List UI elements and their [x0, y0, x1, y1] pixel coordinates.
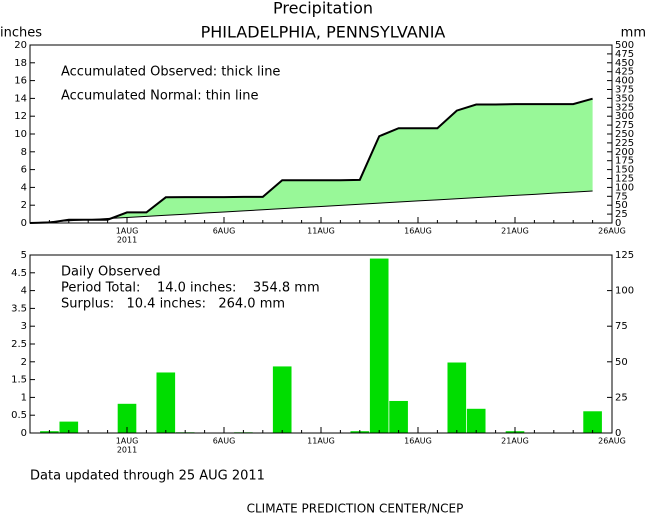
bar [156, 372, 176, 433]
bar [272, 366, 292, 433]
y2-tick-label: 225 [615, 138, 634, 149]
x-tick-label: 21AUG [501, 227, 529, 236]
chart-title: Precipitation [273, 0, 373, 18]
y-tick-label: 16 [14, 76, 27, 87]
y-tick-label: 4 [21, 286, 27, 297]
y2-tick-label: 25 [615, 209, 628, 220]
y2-tick-label: 0 [615, 218, 621, 229]
y-tick-label: 6 [21, 165, 27, 176]
x-tick-label: 21AUG [501, 437, 529, 446]
y-tick-label: 0 [21, 428, 27, 439]
annotation: Daily Observed [61, 265, 161, 280]
y2-tick-label: 100 [615, 286, 634, 297]
y-tick-label: 18 [14, 58, 27, 69]
y-tick-label: 14 [14, 93, 27, 104]
bar [583, 411, 602, 433]
y2-tick-label: 200 [615, 147, 634, 158]
x-tick-label: 1AUG [116, 437, 139, 446]
annotation: Accumulated Normal: thin line [61, 89, 259, 104]
y-tick-label: 10 [14, 129, 27, 140]
y2-tick-label: 25 [615, 392, 628, 403]
y2-tick-label: 75 [615, 321, 628, 332]
bar [389, 400, 408, 433]
y-tick-label: 4 [21, 182, 27, 193]
y2-tick-label: 325 [615, 102, 634, 113]
x-tick-label: 11AUG [307, 437, 335, 446]
x-tick-label: 11AUG [307, 227, 335, 236]
y-tick-label: 3.5 [11, 303, 27, 314]
y2-tick-label: 0 [615, 428, 621, 439]
line [29, 190, 593, 224]
y-tick-label: 4.5 [11, 268, 27, 279]
y-tick-label: 2.5 [11, 339, 27, 350]
bar [466, 408, 486, 433]
y-tick-label: 1.5 [11, 375, 27, 386]
y2-tick-label: 275 [615, 120, 634, 131]
bar [59, 421, 79, 433]
y2-tick-label: 450 [615, 58, 634, 69]
y-tick-label: 20 [14, 40, 27, 51]
annotation: Surplus: 10.4 inches: 264.0 mm [61, 297, 285, 312]
y-tick-label: 3 [21, 321, 27, 332]
x-tick-label: 6AUG [213, 227, 236, 236]
y2-tick-label: 500 [615, 40, 634, 51]
y2-tick-label: 50 [615, 200, 628, 211]
y-tick-label: 0 [21, 218, 27, 229]
y-tick-label: 5 [21, 250, 27, 261]
annotation: Period Total: 14.0 inches: 354.8 mm [61, 281, 320, 296]
x-year-label: 2011 [117, 236, 137, 245]
bar [369, 258, 389, 433]
bar [117, 403, 137, 433]
y2-tick-label: 250 [615, 129, 634, 140]
annotation: Accumulated Observed: thick line [61, 65, 280, 80]
y2-tick-label: 425 [615, 67, 634, 78]
x-year-label: 2011 [117, 446, 137, 455]
credit: CLIMATE PREDICTION CENTER/NCEP [247, 502, 464, 516]
y2-axis-label: mm [621, 26, 646, 41]
surplus-area [30, 98, 593, 223]
line [29, 97, 593, 224]
y2-tick-label: 100 [615, 182, 634, 193]
x-tick-label: 16AUG [404, 227, 432, 236]
x-tick-label: 26AUG [598, 437, 626, 446]
y2-tick-label: 150 [615, 165, 634, 176]
y2-tick-label: 475 [615, 49, 634, 60]
y-tick-label: 2 [21, 200, 27, 211]
y2-tick-label: 300 [615, 111, 634, 122]
chart-subtitle: PHILADELPHIA, PENNSYLVANIA [201, 23, 446, 42]
y-tick-label: 2 [21, 357, 27, 368]
update-note: Data updated through 25 AUG 2011 [30, 469, 265, 484]
y-tick-label: 8 [21, 147, 27, 158]
y2-tick-label: 350 [615, 93, 634, 104]
y2-tick-label: 125 [615, 250, 634, 261]
x-tick-label: 6AUG [213, 437, 236, 446]
y-axis-label: inches [0, 26, 42, 41]
x-tick-label: 26AUG [598, 227, 626, 236]
y2-tick-label: 50 [615, 357, 628, 368]
y2-tick-label: 375 [615, 85, 634, 96]
y-tick-label: 1 [21, 392, 27, 403]
x-tick-label: 1AUG [116, 227, 139, 236]
y-tick-label: 12 [14, 111, 27, 122]
y2-tick-label: 125 [615, 174, 634, 185]
y2-tick-label: 75 [615, 191, 628, 202]
y2-tick-label: 400 [615, 76, 634, 87]
bar [447, 362, 467, 433]
y-tick-label: 0.5 [11, 410, 27, 421]
x-tick-label: 16AUG [404, 437, 432, 446]
y2-tick-label: 175 [615, 156, 634, 167]
